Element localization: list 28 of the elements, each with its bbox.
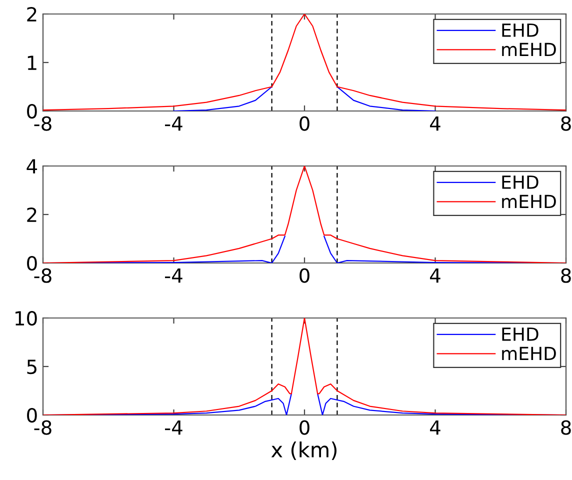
x-tick-label: 4 xyxy=(430,116,440,131)
y-tick-label: 2 xyxy=(27,207,36,222)
x-tick-label: -4 xyxy=(165,116,182,131)
x-tick-label: 8 xyxy=(561,116,571,131)
line-series xyxy=(43,318,566,415)
x-tick-label: 0 xyxy=(300,420,310,435)
y-tick-label: 2 xyxy=(27,6,36,22)
line-series xyxy=(43,166,566,263)
legend-label: EHD xyxy=(502,328,538,341)
x-tick-label: 4 xyxy=(430,268,440,283)
y-tick-label: 10 xyxy=(16,310,37,326)
legend-label: EHD xyxy=(502,24,538,37)
legend-label: mEHD xyxy=(502,346,556,360)
line-series xyxy=(43,14,566,111)
x-tick-label: 0 xyxy=(300,268,310,283)
x-tick-label: 8 xyxy=(561,420,571,435)
y-tick-label: 4 xyxy=(26,159,38,174)
y-tick-label: 1 xyxy=(28,56,36,70)
x-tick-label: -4 xyxy=(165,268,182,283)
y-tick-label: 5 xyxy=(27,360,36,374)
x-tick-label: 4 xyxy=(430,420,440,435)
legend-label: mEHD xyxy=(502,42,556,56)
x-tick-label: 0 xyxy=(300,116,310,131)
x-axis-title: x (km) xyxy=(271,441,336,460)
legend-label: mEHD xyxy=(502,194,556,208)
x-tick-label: 8 xyxy=(561,268,571,283)
legend-label: EHD xyxy=(502,176,538,189)
x-tick-label: -4 xyxy=(165,420,182,435)
